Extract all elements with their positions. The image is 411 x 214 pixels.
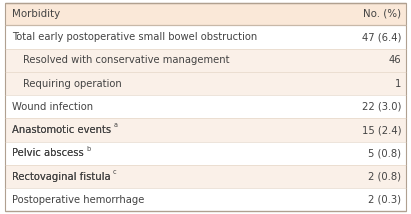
Text: Postoperative hemorrhage: Postoperative hemorrhage bbox=[12, 195, 145, 205]
Bar bbox=[5, 142, 406, 165]
Text: a: a bbox=[113, 122, 118, 128]
Text: c: c bbox=[113, 169, 117, 175]
Bar bbox=[5, 25, 406, 49]
Text: Total early postoperative small bowel obstruction: Total early postoperative small bowel ob… bbox=[12, 32, 258, 42]
Text: 2 (0.8): 2 (0.8) bbox=[368, 172, 401, 181]
Bar bbox=[5, 72, 406, 95]
Bar bbox=[5, 95, 406, 118]
Bar bbox=[5, 118, 406, 142]
Text: 2 (0.3): 2 (0.3) bbox=[368, 195, 401, 205]
Text: Morbidity: Morbidity bbox=[12, 9, 60, 19]
Text: Pelvic abscess: Pelvic abscess bbox=[12, 148, 84, 158]
Text: Anastomotic events: Anastomotic events bbox=[12, 125, 111, 135]
Text: Rectovaginal fistula: Rectovaginal fistula bbox=[12, 172, 111, 181]
Text: 5 (0.8): 5 (0.8) bbox=[368, 148, 401, 158]
Bar bbox=[5, 3, 406, 25]
Text: Resolved with conservative management: Resolved with conservative management bbox=[23, 55, 229, 65]
Text: Pelvic abscess: Pelvic abscess bbox=[12, 148, 84, 158]
Text: b: b bbox=[86, 146, 90, 152]
Text: Wound infection: Wound infection bbox=[12, 102, 93, 112]
Bar bbox=[5, 49, 406, 72]
Bar bbox=[5, 188, 406, 211]
Text: Anastomotic events: Anastomotic events bbox=[12, 125, 111, 135]
Text: 22 (3.0): 22 (3.0) bbox=[362, 102, 401, 112]
Text: Rectovaginal fistula: Rectovaginal fistula bbox=[12, 172, 111, 181]
Text: No. (%): No. (%) bbox=[363, 9, 401, 19]
Text: 15 (2.4): 15 (2.4) bbox=[362, 125, 401, 135]
Text: 47 (6.4): 47 (6.4) bbox=[362, 32, 401, 42]
Text: 46: 46 bbox=[388, 55, 401, 65]
Text: Requiring operation: Requiring operation bbox=[23, 79, 121, 89]
Bar bbox=[5, 165, 406, 188]
Text: 1: 1 bbox=[395, 79, 401, 89]
